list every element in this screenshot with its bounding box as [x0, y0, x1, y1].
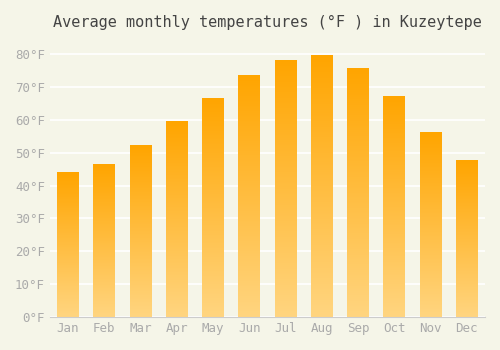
- Bar: [57, 173, 79, 317]
- Title: Average monthly temperatures (°F ) in Kuzeytepe: Average monthly temperatures (°F ) in Ku…: [53, 15, 482, 30]
- Bar: [238, 76, 260, 317]
- Bar: [347, 69, 369, 317]
- Bar: [274, 61, 296, 317]
- Bar: [94, 164, 115, 317]
- Bar: [166, 121, 188, 317]
- Bar: [420, 133, 442, 317]
- Bar: [456, 161, 477, 317]
- Bar: [130, 146, 152, 317]
- Bar: [384, 97, 405, 317]
- Bar: [202, 98, 224, 317]
- Bar: [311, 56, 332, 317]
